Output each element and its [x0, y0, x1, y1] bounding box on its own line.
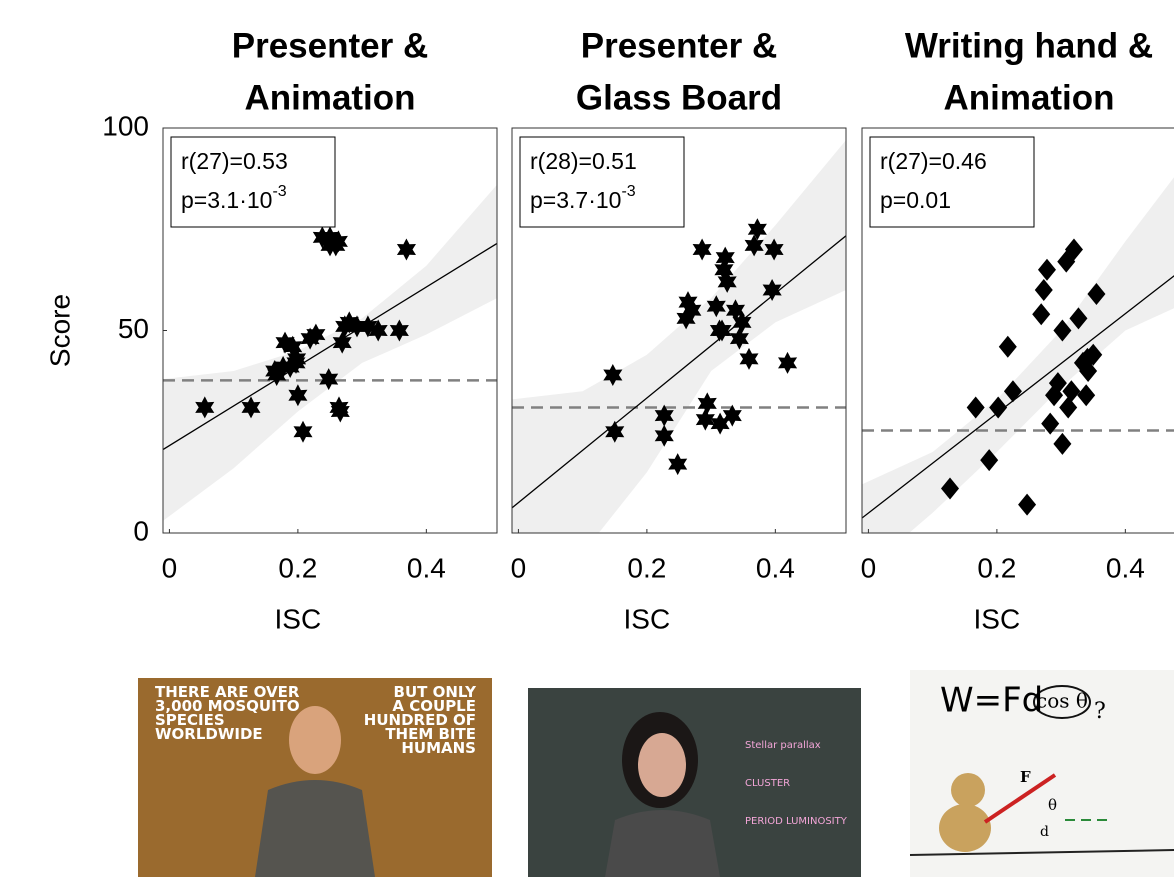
x-tick-label: 0 [861, 552, 877, 583]
annotation-text: p=3.7·10-3 [530, 183, 636, 213]
data-point [999, 336, 1017, 358]
x-axis-label: ISC [624, 603, 671, 634]
data-point [1038, 259, 1056, 281]
data-point [1032, 303, 1050, 325]
angle-label: θ [1048, 796, 1057, 814]
data-point [1053, 433, 1071, 455]
annotation-text: r(27)=0.46 [880, 148, 987, 174]
x-tick-label: 0.4 [407, 552, 446, 583]
x-tick-label: 0.4 [1106, 552, 1145, 583]
caption-line: WORLDWIDE [155, 725, 263, 743]
x-tick-label: 0.2 [278, 552, 317, 583]
annotation-text: r(27)=0.53 [181, 148, 288, 174]
force-label: F [1020, 768, 1031, 786]
thumbnail-writinghand: W=Fd cos θ ? F θ d [910, 670, 1174, 877]
caption-line: PERIOD LUMINOSITY [745, 816, 848, 827]
data-point [740, 348, 759, 370]
data-point [698, 392, 717, 414]
annotation-text: r(28)=0.51 [530, 148, 637, 174]
annotation-main: p=3.1·10 [181, 187, 272, 213]
annotation-sup: -3 [272, 183, 286, 200]
x-axis-label: ISC [275, 603, 322, 634]
data-point [693, 239, 712, 261]
chart-title: Animation [943, 78, 1114, 117]
annotation-sup: -3 [621, 183, 635, 200]
x-tick-label: 0.2 [977, 552, 1016, 583]
y-tick-label: 100 [102, 110, 149, 141]
y-tick-label: 0 [133, 515, 149, 546]
data-point [778, 352, 797, 374]
distance-label: d [1040, 824, 1049, 840]
equation: W=Fd [940, 681, 1043, 721]
data-point [1059, 396, 1077, 418]
chart-title: Presenter & [581, 26, 777, 65]
caption-line: HUMANS [401, 739, 476, 757]
chart-title: Glass Board [576, 78, 782, 117]
data-point [1018, 494, 1036, 516]
data-point [294, 421, 313, 443]
equation-mark: ? [1094, 699, 1106, 724]
y-axis-label: Score [44, 294, 75, 367]
x-tick-label: 0.4 [756, 552, 795, 583]
data-point [1035, 279, 1053, 301]
x-tick-label: 0 [511, 552, 527, 583]
thumbnail-presenter-animation: THERE ARE OVER3,000 MOSQUITOSPECIESWORLD… [138, 678, 492, 877]
fit-line [163, 243, 497, 449]
x-tick-label: 0.2 [627, 552, 666, 583]
data-point [668, 453, 687, 475]
thumbnail-presenter-glassboard: Stellar parallax CLUSTER PERIOD LUMINOSITY [528, 688, 861, 877]
y-tick-label: 50 [118, 313, 149, 344]
figure: THERE ARE OVER3,000 MOSQUITOSPECIESWORLD… [0, 0, 1174, 877]
data-point [397, 239, 416, 261]
annotation-text: p=0.01 [880, 187, 951, 213]
annotation-main: p=3.7·10 [530, 187, 621, 213]
plot-area [163, 185, 497, 521]
x-tick-label: 0 [162, 552, 178, 583]
annotation-text: p=3.1·10-3 [181, 183, 287, 213]
chart-title: Presenter & [232, 26, 428, 65]
caption-line: Stellar parallax [745, 740, 821, 751]
chart-title: Writing hand & [905, 26, 1153, 65]
chart-title: Animation [244, 78, 415, 117]
x-axis-label: ISC [974, 603, 1021, 634]
equation-cos: cos θ [1036, 689, 1088, 713]
caption-line: CLUSTER [745, 778, 790, 789]
data-point [1077, 384, 1095, 406]
data-point [748, 218, 767, 240]
